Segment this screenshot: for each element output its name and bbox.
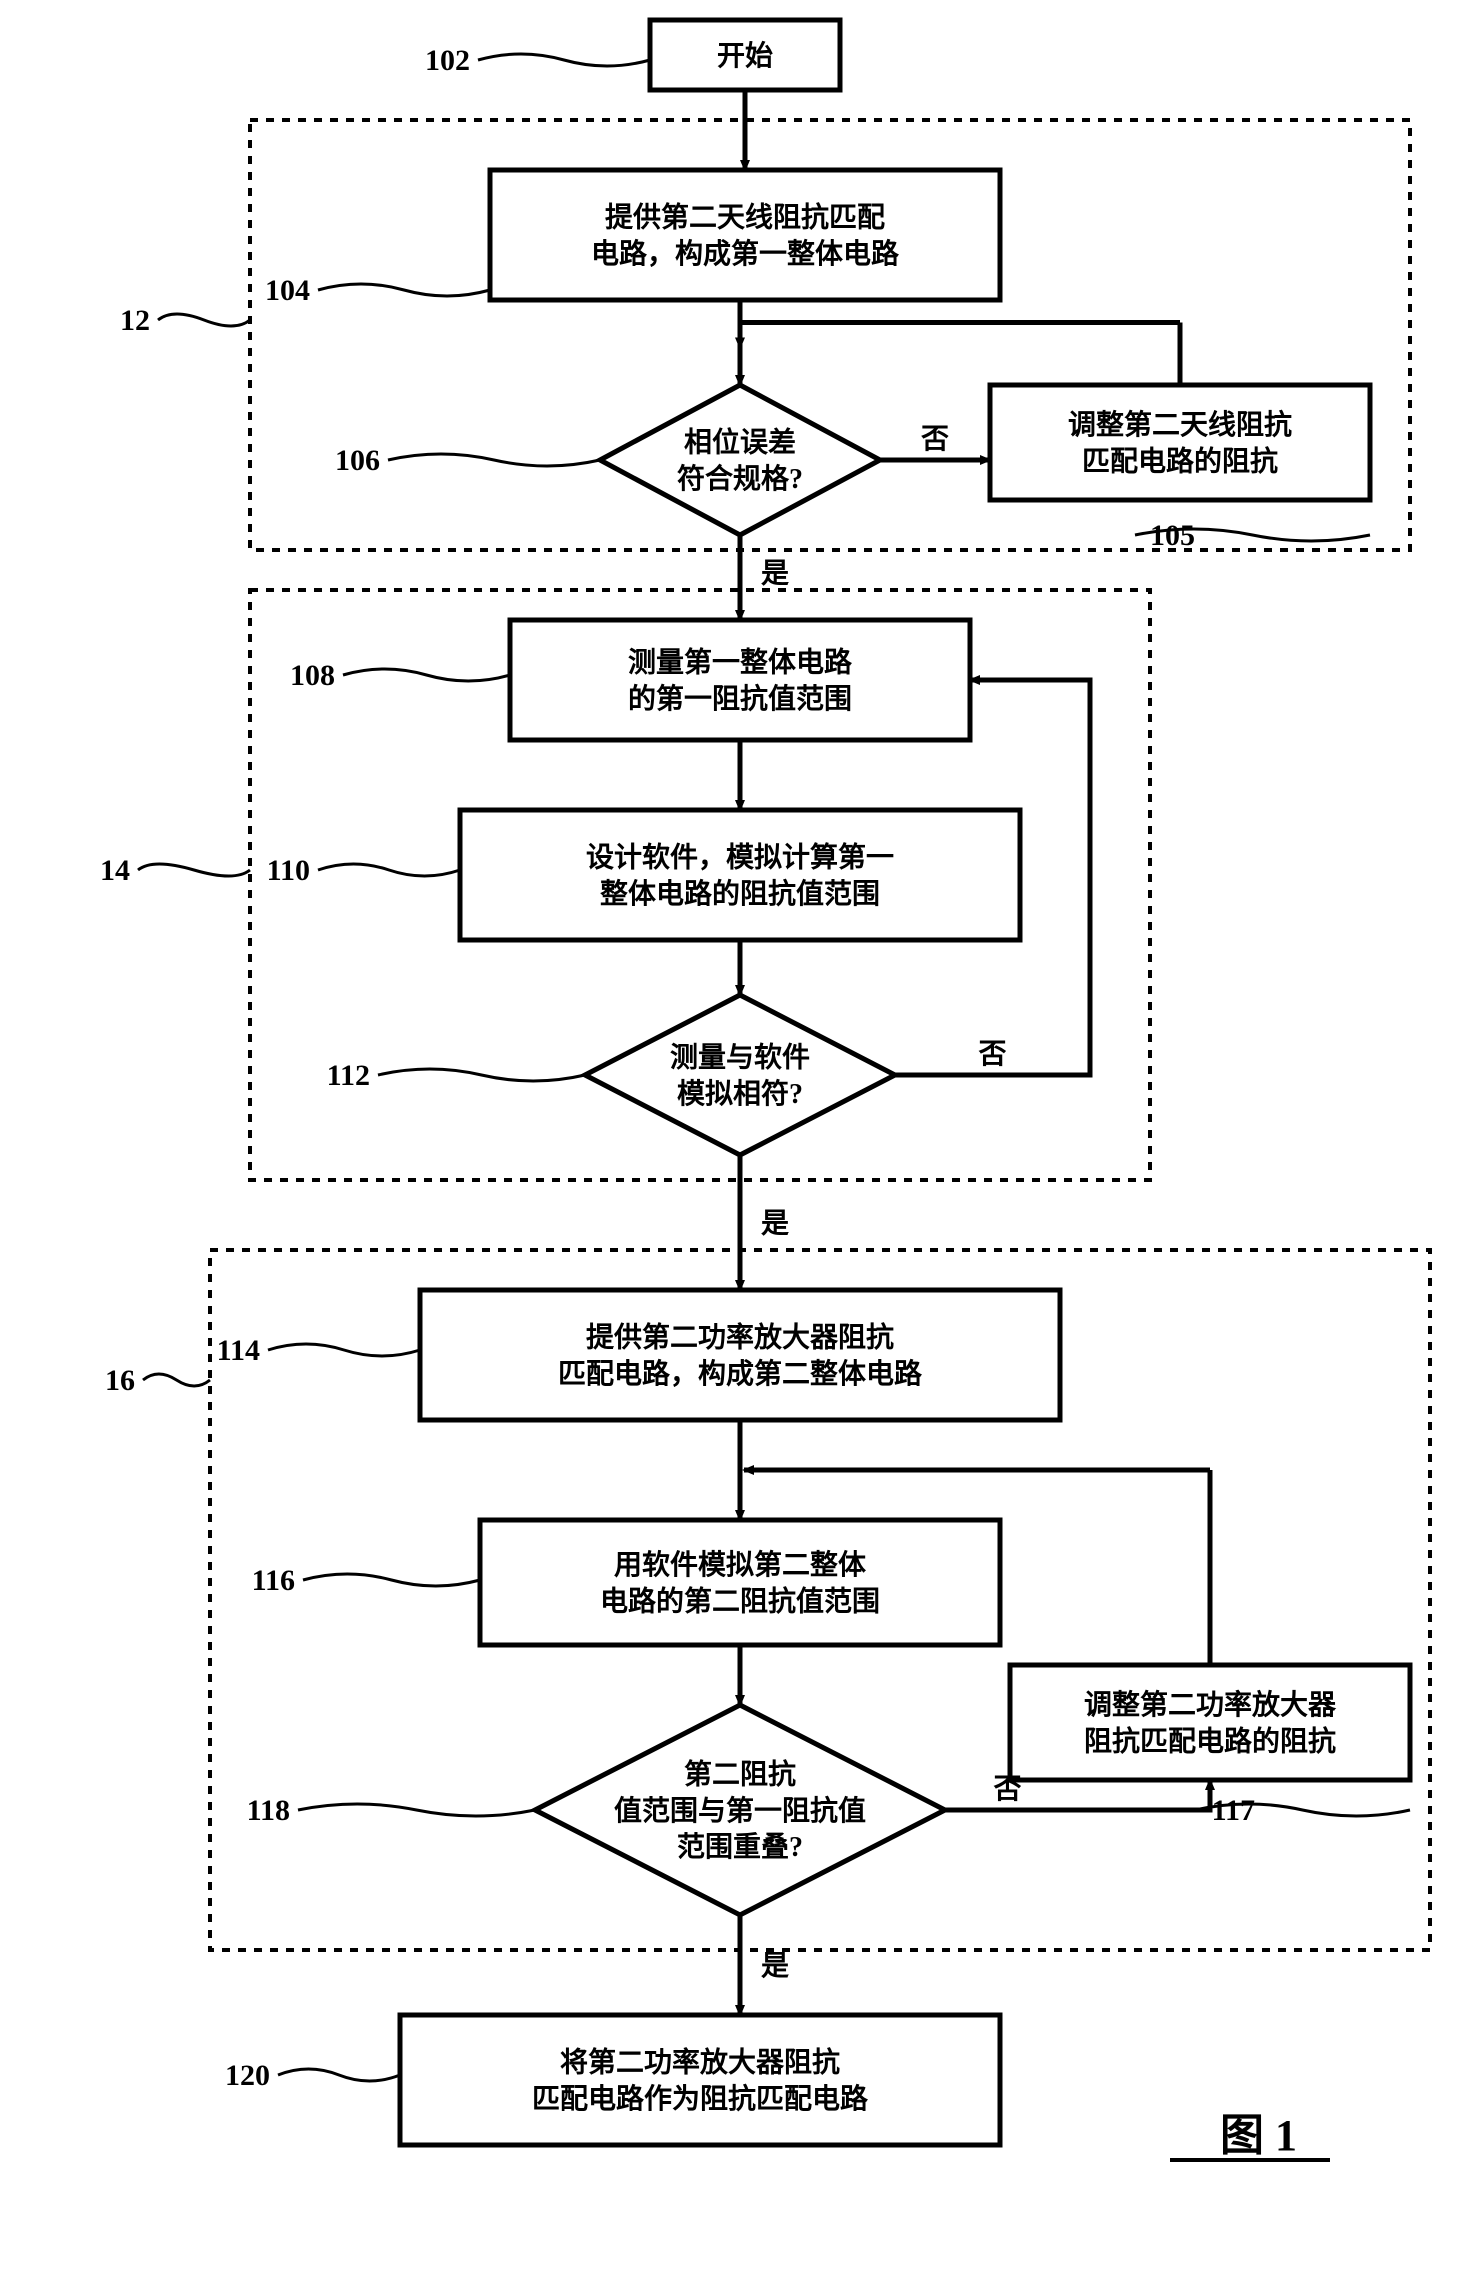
node-text-n104-0: 提供第二天线阻抗匹配 xyxy=(605,201,885,234)
squiggle-node-n104 xyxy=(318,284,490,296)
edge-label-118-no: 否 xyxy=(993,1774,1021,1805)
node-text-n112-0: 测量与软件 xyxy=(670,1042,810,1074)
squiggle-g16 xyxy=(143,1374,210,1386)
node-label-n104: 104 xyxy=(265,274,310,307)
squiggle-node-n106 xyxy=(388,454,600,466)
node-text-n117-1: 阻抗匹配电路的阻抗 xyxy=(1084,1725,1336,1758)
node-label-n110: 110 xyxy=(267,854,310,887)
node-text-n102-0: 开始 xyxy=(717,40,773,72)
squiggle-g14 xyxy=(138,864,250,876)
squiggle-node-n110 xyxy=(318,864,460,876)
edge-label-112-yes: 是 xyxy=(761,1209,789,1240)
node-n105 xyxy=(990,385,1370,500)
edge-105-merge xyxy=(740,323,1180,348)
group-label-g16: 16 xyxy=(105,1364,135,1397)
node-text-n120-0: 将第二功率放大器阻抗 xyxy=(560,2046,840,2079)
node-text-n118-2: 范围重叠? xyxy=(677,1831,803,1863)
squiggle-node-n102 xyxy=(478,54,650,66)
node-label-n117: 117 xyxy=(1212,1794,1255,1827)
node-label-n106: 106 xyxy=(335,444,380,477)
node-text-n104-1: 电路，构成第一整体电路 xyxy=(591,237,900,270)
node-n108 xyxy=(510,620,970,740)
squiggle-g12 xyxy=(158,314,250,326)
node-label-n112: 112 xyxy=(327,1059,370,1092)
node-text-n106-0: 相位误差 xyxy=(684,426,796,459)
node-text-n120-1: 匹配电路作为阻抗匹配电路 xyxy=(532,2082,869,2115)
node-text-n118-0: 第二阻抗 xyxy=(684,1757,796,1790)
node-text-n117-0: 调整第二功率放大器 xyxy=(1084,1688,1337,1721)
node-n112 xyxy=(585,995,895,1155)
node-n116 xyxy=(480,1520,1000,1645)
node-text-n114-0: 提供第二功率放大器阻抗 xyxy=(586,1321,894,1354)
node-text-n108-0: 测量第一整体电路 xyxy=(628,646,853,679)
squiggle-node-n120 xyxy=(278,2069,400,2081)
node-n104 xyxy=(490,170,1000,300)
figure-label: 图 1 xyxy=(1220,2111,1297,2160)
squiggle-node-n114 xyxy=(268,1344,420,1356)
node-text-n105-1: 匹配电路的阻抗 xyxy=(1082,445,1278,478)
edge-label-106-yes: 是 xyxy=(761,559,789,590)
node-label-n114: 114 xyxy=(217,1334,260,1367)
node-text-n108-1: 的第一阻抗值范围 xyxy=(628,682,852,715)
node-text-n116-0: 用软件模拟第二整体 xyxy=(614,1548,867,1581)
node-label-n108: 108 xyxy=(290,659,335,692)
edge-label-118-yes: 是 xyxy=(761,1951,789,1982)
node-text-n110-0: 设计软件，模拟计算第一 xyxy=(586,841,894,874)
node-label-n116: 116 xyxy=(252,1564,295,1597)
group-label-g12: 12 xyxy=(120,304,150,337)
edge-label-112-no: 否 xyxy=(978,1039,1006,1070)
node-text-n106-1: 符合规格? xyxy=(677,462,803,495)
squiggle-node-n108 xyxy=(343,669,510,681)
node-label-n120: 120 xyxy=(225,2059,270,2092)
node-text-n114-1: 匹配电路，构成第二整体电路 xyxy=(558,1357,923,1390)
squiggle-node-n112 xyxy=(378,1069,585,1081)
node-text-n116-1: 电路的第二阻抗值范围 xyxy=(600,1585,880,1618)
squiggle-node-n116 xyxy=(303,1574,480,1586)
node-n117 xyxy=(1010,1665,1410,1780)
node-text-n105-0: 调整第二天线阻抗 xyxy=(1068,408,1292,441)
node-text-n110-1: 整体电路的阻抗值范围 xyxy=(600,877,880,910)
node-n106 xyxy=(600,385,880,535)
edge-118-117 xyxy=(945,1780,1210,1810)
node-label-n105: 105 xyxy=(1150,519,1195,552)
node-n120 xyxy=(400,2015,1000,2145)
edge-label-106-no: 否 xyxy=(921,424,949,455)
group-label-g14: 14 xyxy=(100,854,130,887)
node-text-n112-1: 模拟相符? xyxy=(677,1077,803,1110)
node-text-n118-1: 值范围与第一阻抗值 xyxy=(614,1794,866,1827)
node-n110 xyxy=(460,810,1020,940)
node-label-n118: 118 xyxy=(247,1794,290,1827)
node-label-n102: 102 xyxy=(425,44,470,77)
node-n114 xyxy=(420,1290,1060,1420)
squiggle-node-n118 xyxy=(298,1804,535,1816)
